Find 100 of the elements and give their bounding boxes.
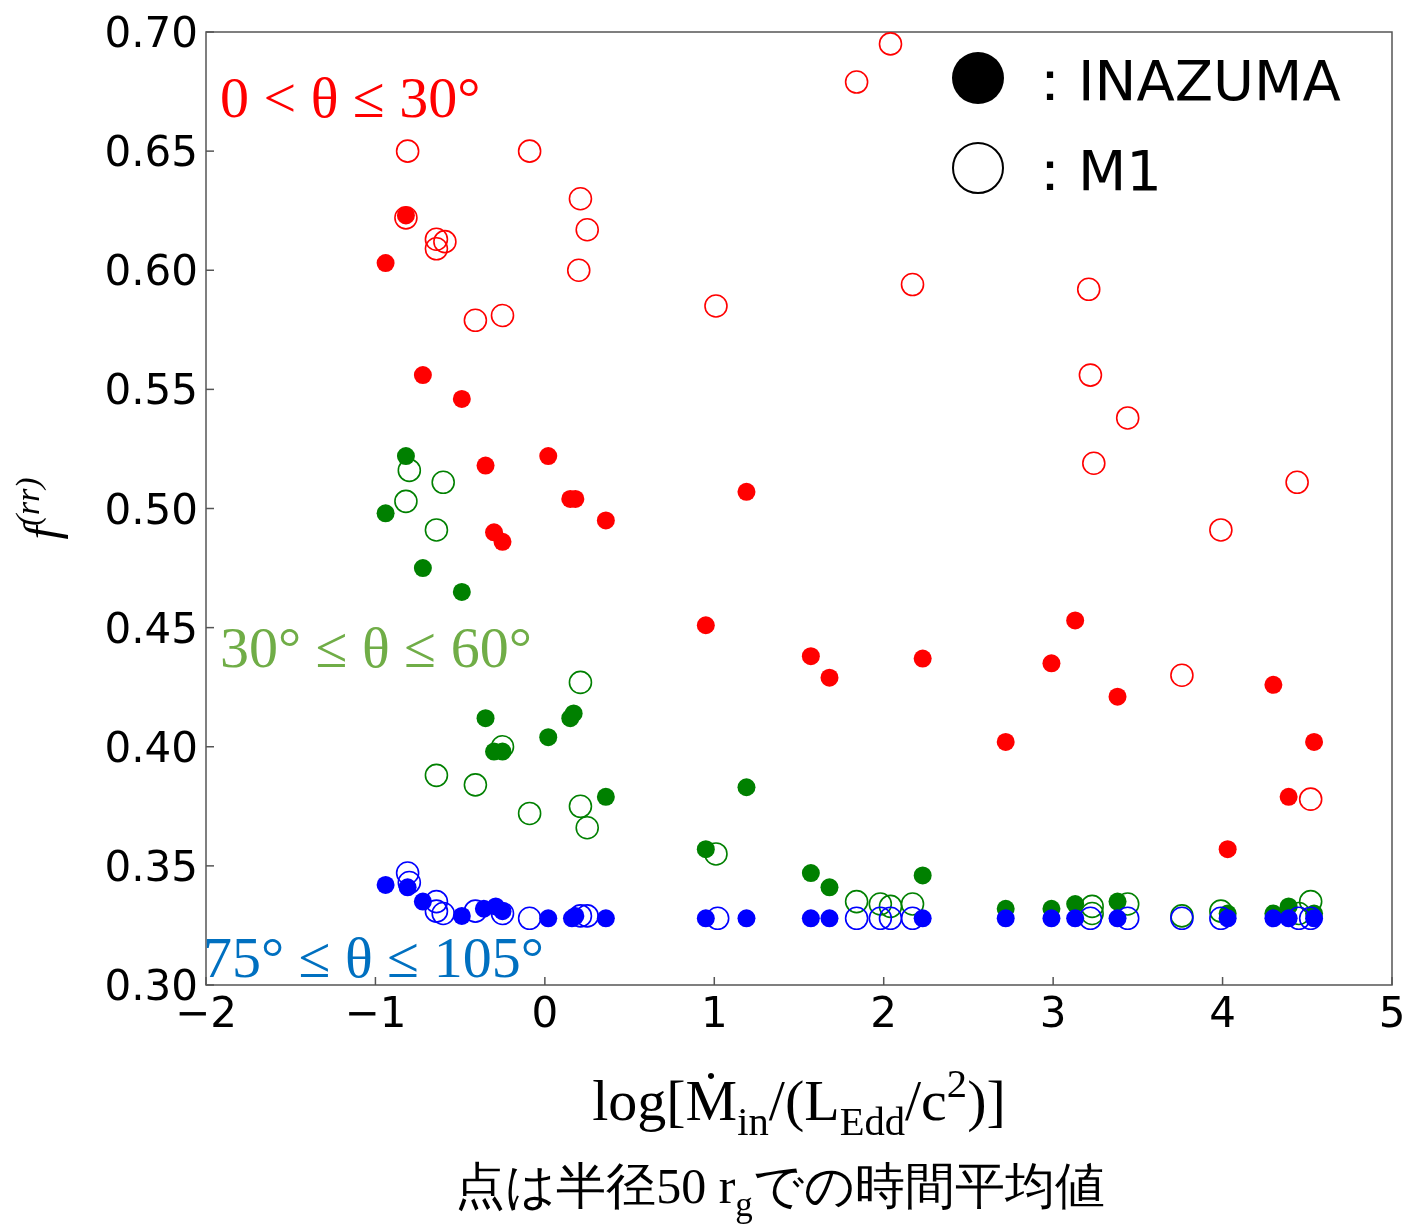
point [517, 801, 542, 826]
text: 点は半径50 r$_{g}$での時間平均値 [455, 1158, 1105, 1224]
y-tick-label: 0.40 [104, 722, 198, 772]
point [878, 894, 903, 919]
point [517, 906, 542, 931]
point [564, 704, 583, 723]
point [996, 732, 1015, 751]
point [431, 901, 455, 926]
point [376, 254, 395, 273]
point [424, 518, 449, 542]
point [566, 258, 591, 283]
point [452, 389, 471, 408]
point [1298, 889, 1323, 914]
y-tick-label: 0.35 [104, 841, 198, 891]
point [1264, 675, 1283, 694]
point [568, 794, 593, 819]
point [913, 649, 932, 668]
x-tick-label: 0 [531, 988, 559, 1037]
x-tick-label: −1 [344, 988, 407, 1037]
point [1305, 732, 1324, 751]
point [394, 206, 418, 230]
point [1264, 909, 1283, 928]
point [1076, 277, 1101, 302]
point [1066, 611, 1085, 630]
point [868, 892, 893, 916]
point [1078, 363, 1103, 387]
annotation: ：M1 [1022, 138, 1162, 203]
point [737, 482, 756, 501]
point [575, 815, 600, 840]
point [801, 909, 820, 928]
point [996, 909, 1015, 928]
annotation: 75° ≤ θ ≤ 105° [203, 925, 544, 990]
point [376, 504, 395, 523]
point [463, 773, 488, 797]
point [878, 906, 903, 931]
x-tick-label: 1 [700, 988, 728, 1037]
point [1082, 451, 1106, 476]
point [568, 904, 593, 928]
point [1078, 906, 1103, 931]
y-tick-label: 0.45 [104, 603, 198, 653]
y-tick-label: 0.50 [104, 484, 198, 534]
point [394, 489, 418, 514]
point [844, 889, 869, 914]
point [395, 861, 420, 885]
point [596, 787, 615, 806]
point [1042, 909, 1061, 928]
point [490, 901, 515, 926]
point [1170, 663, 1194, 688]
point [913, 866, 932, 885]
x-tick-label: 3 [1039, 988, 1067, 1037]
point [376, 875, 395, 894]
point [452, 582, 471, 601]
point [900, 892, 925, 916]
point [1080, 894, 1104, 919]
point [490, 303, 515, 328]
y-tick-label: 0.55 [104, 365, 198, 415]
point [424, 227, 449, 252]
point [517, 139, 542, 163]
point [900, 272, 925, 297]
point [431, 470, 455, 495]
point [476, 709, 495, 728]
point [1115, 406, 1140, 430]
point [820, 909, 839, 928]
point [1298, 787, 1323, 811]
point [1298, 906, 1323, 931]
point [413, 366, 432, 385]
x-tick-label: 5 [1378, 988, 1406, 1037]
point [704, 294, 728, 318]
point [493, 532, 512, 551]
annotation: 30° ≤ θ ≤ 60° [220, 615, 532, 680]
y-tick-label: 0.65 [104, 127, 198, 177]
x-tick-label: 4 [1209, 988, 1236, 1037]
point [820, 878, 839, 897]
y-tick-label: 0.60 [104, 246, 198, 296]
point [490, 734, 515, 759]
point [568, 670, 593, 695]
point [539, 909, 558, 928]
point [596, 511, 615, 530]
point [1209, 899, 1233, 923]
point [433, 229, 457, 254]
point [704, 842, 728, 866]
point [1285, 470, 1309, 495]
annotation: ：INAZUMA [1022, 48, 1341, 113]
point [413, 559, 432, 578]
point [395, 139, 420, 163]
x-tick-label: 2 [870, 988, 898, 1037]
point [424, 763, 449, 788]
point [844, 906, 869, 931]
point [878, 32, 903, 56]
point [737, 778, 756, 797]
y-tick-label: 0.70 [104, 8, 198, 57]
point [575, 217, 600, 242]
point [539, 447, 558, 466]
point [1218, 840, 1237, 859]
point [424, 899, 449, 923]
point [1279, 787, 1298, 806]
point [1080, 901, 1104, 926]
point [596, 909, 615, 928]
point [801, 864, 820, 883]
point [1209, 518, 1233, 542]
